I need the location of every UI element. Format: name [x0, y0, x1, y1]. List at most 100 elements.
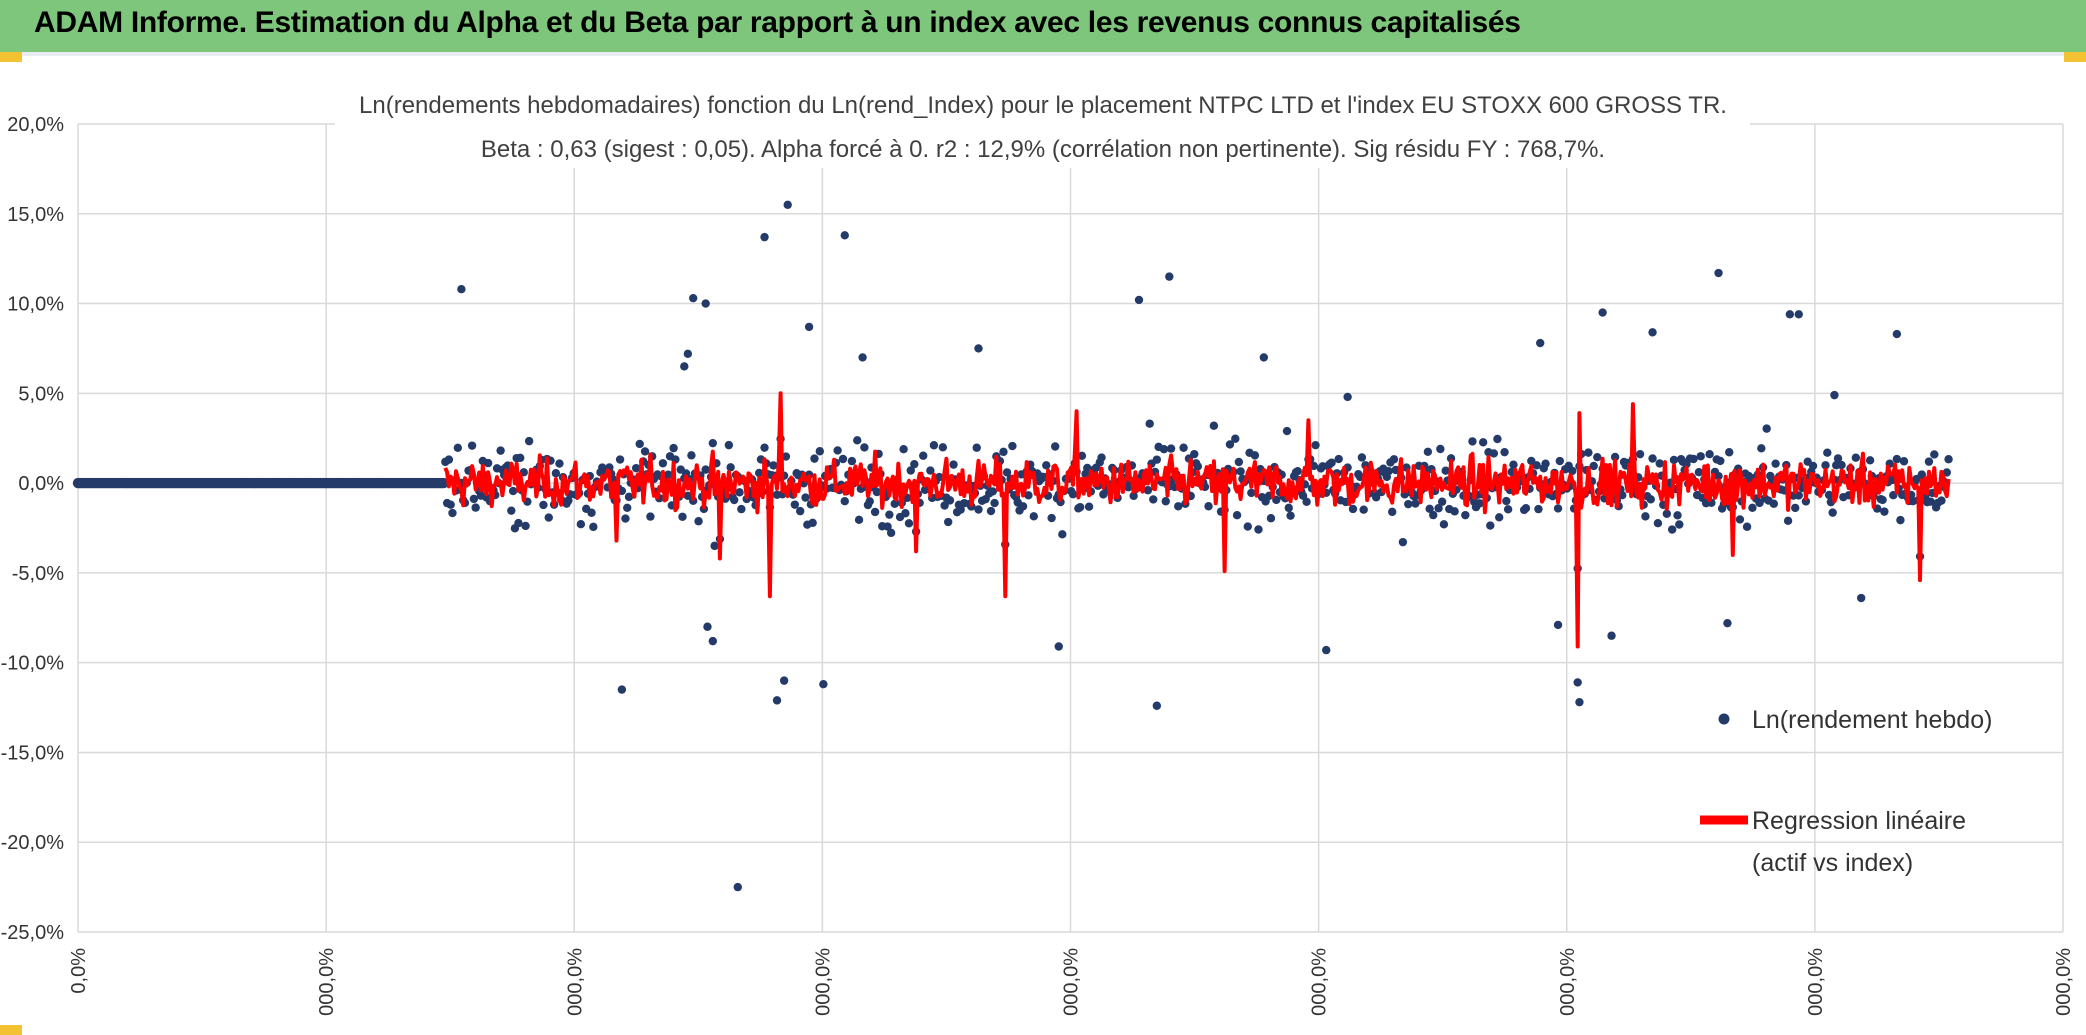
data-point — [1589, 461, 1598, 471]
data-point — [483, 458, 493, 468]
data-point — [920, 485, 930, 495]
data-point — [1259, 353, 1269, 362]
data-point — [1880, 507, 1889, 516]
data-point — [1610, 452, 1620, 462]
data-point — [646, 512, 655, 521]
title-background — [335, 84, 1750, 168]
data-point — [708, 438, 718, 448]
data-point — [1757, 444, 1766, 453]
data-point — [902, 493, 912, 503]
data-point — [899, 445, 908, 454]
data-point — [539, 500, 548, 510]
data-point — [772, 696, 782, 705]
data-point — [1348, 504, 1358, 514]
data-point — [1521, 504, 1531, 513]
data-point — [1828, 508, 1837, 517]
data-point — [1425, 504, 1434, 514]
data-point — [760, 443, 769, 452]
data-point — [1097, 453, 1106, 462]
data-point — [1675, 520, 1684, 529]
data-point — [935, 472, 944, 482]
data-point — [990, 498, 999, 508]
data-point — [1388, 507, 1397, 517]
x-tick-label: 000,0% — [316, 948, 338, 1016]
data-point — [467, 441, 477, 450]
data-point — [1607, 631, 1616, 640]
data-point — [664, 470, 673, 479]
data-point — [689, 496, 698, 506]
data-point — [1029, 512, 1038, 521]
data-point — [1193, 462, 1203, 471]
data-point — [524, 436, 534, 446]
data-point — [929, 441, 939, 450]
data-point — [551, 469, 561, 478]
data-point — [1716, 456, 1725, 466]
data-point — [444, 455, 454, 464]
data-point — [1145, 419, 1154, 428]
data-point — [1725, 448, 1734, 457]
data-point — [901, 509, 910, 518]
data-point — [683, 491, 693, 500]
data-point — [999, 447, 1008, 457]
data-point — [1553, 504, 1563, 513]
data-point — [1667, 525, 1677, 534]
data-point — [1486, 521, 1495, 530]
data-point — [471, 503, 480, 512]
data-point — [1573, 678, 1582, 687]
data-point — [587, 508, 596, 517]
data-point — [1500, 447, 1509, 457]
data-point — [631, 463, 641, 473]
data-point — [1152, 455, 1162, 464]
data-point — [1250, 451, 1260, 460]
data-point — [1926, 497, 1935, 506]
data-point — [1174, 502, 1183, 511]
data-point — [926, 466, 935, 475]
data-point — [683, 349, 693, 359]
corner-marker-top-left — [0, 52, 22, 62]
data-point — [870, 507, 880, 517]
data-point — [1450, 507, 1459, 516]
x-tick-label: 000,0% — [1805, 948, 1827, 1016]
data-point — [1673, 511, 1682, 520]
data-point — [1468, 437, 1477, 446]
data-point — [1662, 509, 1672, 518]
data-point — [457, 284, 466, 294]
data-point — [448, 508, 457, 518]
data-point — [496, 446, 505, 455]
data-point — [1655, 459, 1664, 468]
data-point — [1143, 486, 1153, 495]
data-point — [1771, 459, 1780, 468]
data-point — [1254, 525, 1263, 534]
data-point — [733, 882, 742, 892]
data-point — [1149, 495, 1158, 504]
data-point — [1694, 468, 1704, 477]
data-point — [544, 513, 553, 522]
data-point — [735, 488, 744, 497]
x-tick-label: 000,0% — [1557, 948, 1579, 1016]
data-point — [1944, 455, 1953, 464]
data-point — [576, 519, 586, 529]
data-point — [865, 497, 874, 506]
data-point — [1896, 515, 1905, 525]
data-point — [1942, 468, 1951, 477]
data-point — [1503, 505, 1513, 514]
data-point — [617, 685, 627, 694]
y-tick-label: 5,0% — [18, 383, 64, 405]
data-point — [726, 463, 735, 472]
data-point — [453, 443, 463, 453]
data-point — [624, 492, 634, 502]
data-point — [669, 443, 678, 453]
data-point — [974, 505, 983, 514]
data-point — [1225, 440, 1235, 449]
data-point — [1851, 453, 1861, 462]
data-point — [516, 453, 525, 463]
data-point — [919, 451, 928, 460]
data-point — [1669, 455, 1679, 465]
data-point — [1343, 392, 1352, 402]
data-point — [1152, 701, 1162, 710]
data-point — [1555, 456, 1565, 466]
data-point — [615, 455, 625, 464]
data-point — [1791, 503, 1800, 513]
data-point — [795, 506, 805, 516]
